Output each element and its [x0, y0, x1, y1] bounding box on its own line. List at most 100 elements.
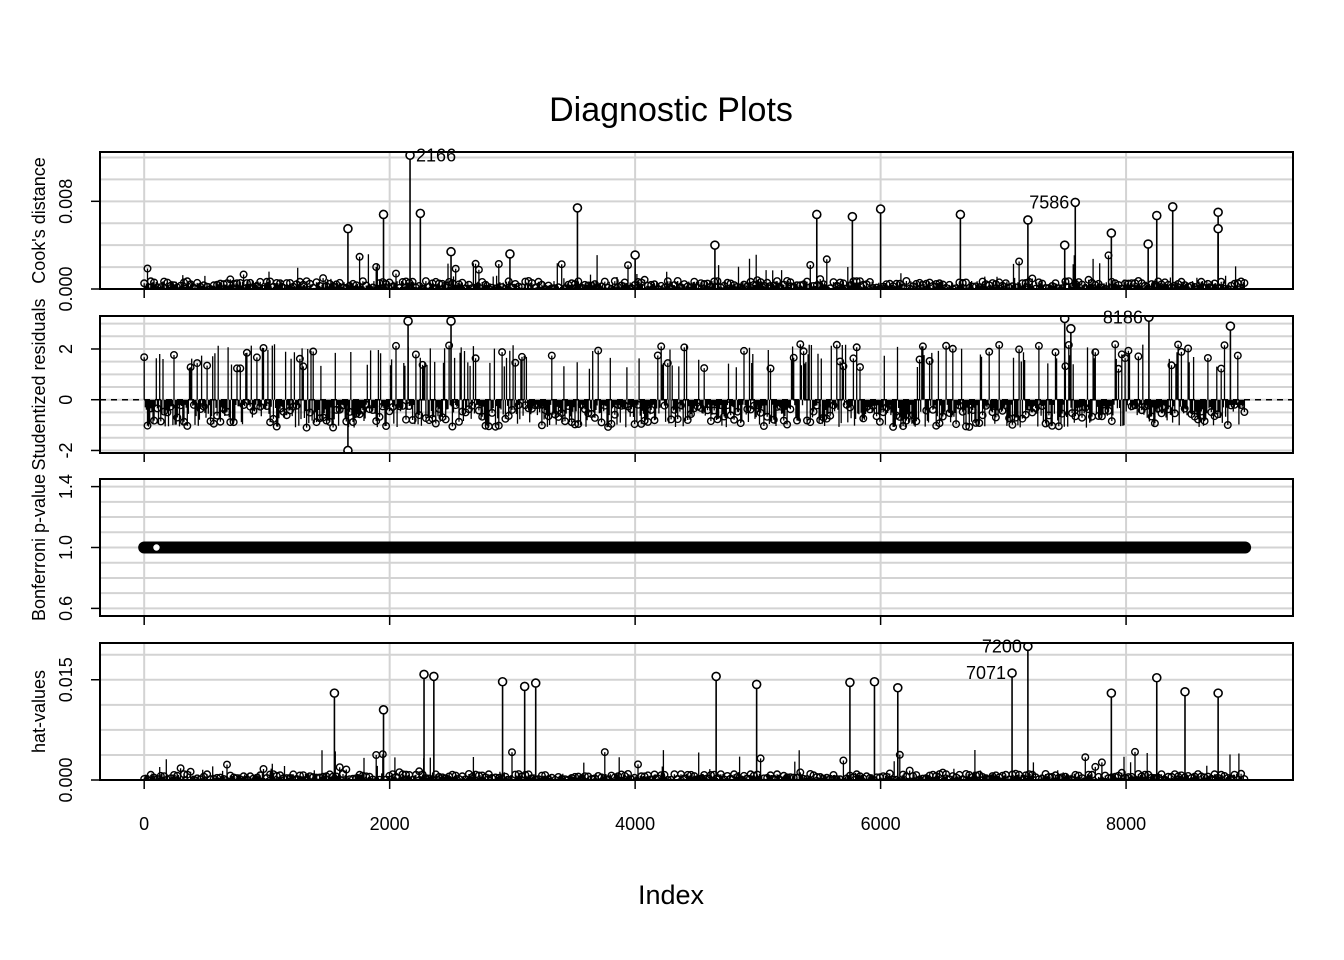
point-label: 8186 — [1103, 307, 1143, 327]
panel-data — [138, 541, 1252, 554]
notable-point — [403, 316, 413, 326]
notable-point — [329, 688, 340, 698]
y-axis-label: Studentized residuals — [29, 298, 49, 470]
labeled-point — [1070, 197, 1081, 208]
notable-point — [429, 671, 439, 682]
panel-1: 2166 7586 0.000 0.008 Cook's distance — [29, 145, 1294, 312]
y-tick-label: 0.000 — [56, 757, 76, 802]
y-axis: 0.000 0.015 — [56, 657, 100, 803]
notable-point — [1143, 239, 1153, 249]
notable-point — [1106, 688, 1117, 698]
data-point — [822, 773, 831, 780]
notable-point — [710, 240, 720, 250]
notable-point — [378, 705, 389, 715]
notable-point — [892, 682, 903, 693]
notable-point — [1066, 323, 1076, 334]
x-tick-label: 8000 — [1106, 814, 1146, 834]
notable-point — [519, 681, 530, 692]
notable-point — [875, 204, 886, 214]
panel-2: 8186 -2 0 2 Studentized residuals — [29, 298, 1294, 471]
x-tick-label: 0 — [139, 814, 149, 834]
panel-4: 7200 7071 0.000 0.015 hat-values — [29, 636, 1294, 803]
x-tick-label: 2000 — [370, 814, 410, 834]
notable-point — [811, 209, 822, 220]
notable-point — [415, 208, 426, 219]
notable-point — [572, 203, 583, 213]
data-point — [1008, 282, 1017, 289]
notable-point — [1023, 215, 1033, 225]
x-axis-label: Index — [638, 880, 705, 910]
point-label: 7071 — [966, 663, 1006, 683]
y-tick-label: 0 — [56, 395, 76, 405]
data-point — [216, 773, 225, 780]
y-tick-label: 1.4 — [56, 474, 76, 499]
data-point — [415, 282, 424, 289]
notable-point — [1151, 210, 1162, 221]
notable-point — [1059, 240, 1070, 250]
x-tick-label: 6000 — [861, 814, 901, 834]
panel-3: 0.6 1.0 1.4 Bonferroni p-value — [29, 474, 1294, 625]
notable-point — [419, 669, 429, 680]
notable-point — [1106, 228, 1117, 238]
notable-point — [1167, 202, 1178, 212]
notable-point — [343, 223, 353, 234]
notable-point — [530, 678, 541, 688]
data-stems — [143, 344, 1246, 428]
notable-point — [1180, 686, 1190, 697]
notable-point — [847, 211, 858, 222]
notable-point — [1213, 223, 1223, 234]
panel-data — [140, 643, 1249, 780]
data-point — [488, 283, 497, 289]
point-label: 7200 — [982, 636, 1022, 656]
data-point — [663, 776, 672, 780]
panel-frame — [99, 151, 1294, 290]
y-axis: -2 0 2 — [56, 344, 100, 458]
panel-data — [140, 316, 1249, 453]
notable-point — [869, 676, 880, 687]
chart-title: Diagnostic Plots — [549, 91, 793, 129]
y-tick-label: 0.6 — [56, 596, 76, 621]
panels: 2166 7586 0.000 0.008 Cook's distance 8186 -2 0… — [29, 145, 1294, 803]
y-axis-label: hat-values — [29, 670, 49, 753]
labeled-point — [1007, 668, 1017, 678]
y-axis-label: Bonferroni p-value — [29, 474, 49, 621]
panel-data — [140, 152, 1249, 289]
notable-point — [378, 209, 389, 220]
notable-point — [1151, 672, 1162, 683]
notable-point — [1225, 321, 1236, 331]
data-point — [948, 285, 957, 289]
notable-point — [446, 316, 456, 326]
labeled-point — [1023, 643, 1033, 652]
notable-point — [505, 249, 515, 259]
data-point — [554, 773, 563, 780]
notable-point — [151, 542, 162, 553]
y-tick-label: 2 — [56, 344, 76, 354]
notable-point — [1059, 316, 1070, 324]
labeled-point — [405, 152, 415, 161]
y-axis: 0.6 1.0 1.4 — [56, 474, 100, 621]
notable-point — [497, 676, 508, 687]
point-label: 2166 — [416, 145, 456, 165]
y-axis-label: Cook's distance — [29, 157, 49, 284]
y-tick-label: 1.0 — [56, 535, 76, 560]
data-point — [657, 281, 666, 289]
notable-point — [955, 209, 966, 220]
panel-frame — [99, 315, 1294, 454]
notable-point — [751, 679, 762, 690]
y-axis: 0.000 0.008 — [56, 179, 100, 312]
x-tick-label: 4000 — [615, 814, 655, 834]
panel-frame — [99, 642, 1294, 781]
panel-grid — [100, 152, 1293, 290]
notable-point — [343, 445, 353, 453]
x-axis: 0 2000 4000 6000 8000 — [139, 814, 1146, 834]
notable-point — [845, 677, 855, 688]
notable-point — [1213, 207, 1223, 218]
y-tick-label: 0.008 — [56, 179, 76, 224]
panel-grid — [100, 316, 1293, 453]
notable-point — [630, 250, 640, 260]
data-point — [1187, 281, 1196, 289]
notable-point — [711, 671, 721, 682]
labeled-point — [1144, 316, 1154, 323]
data-point — [972, 282, 980, 289]
